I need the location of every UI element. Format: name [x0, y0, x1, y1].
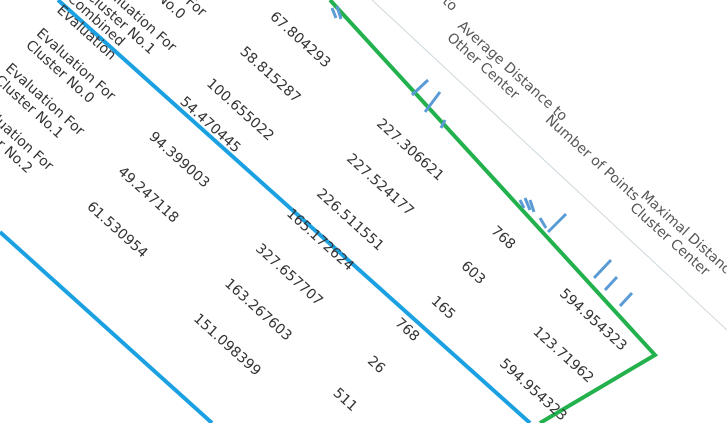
green-outline [328, 0, 659, 423]
mini-histograms [330, 5, 634, 308]
blue-outline [56, 0, 532, 423]
panel-border [371, 0, 727, 331]
blue-outline [0, 230, 214, 423]
